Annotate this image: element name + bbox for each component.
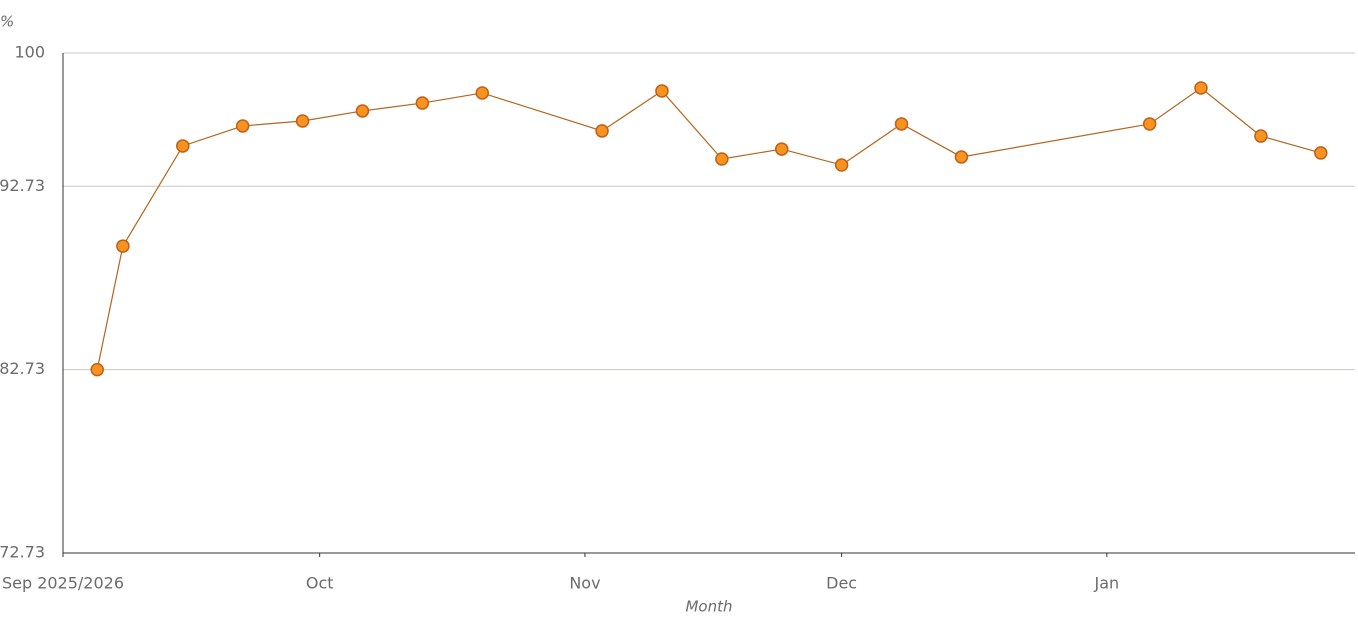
data-point bbox=[774, 142, 789, 156]
data-point bbox=[894, 117, 909, 131]
data-point bbox=[1314, 146, 1328, 160]
data-point bbox=[954, 150, 969, 164]
x-tick-label: Nov bbox=[569, 574, 600, 593]
y-tick-label: 82.73 bbox=[0, 359, 45, 378]
x-tick-label: Oct bbox=[306, 574, 334, 593]
x-tick-label: Dec bbox=[826, 574, 857, 593]
x-axis-label: Month bbox=[685, 598, 732, 616]
data-point bbox=[355, 104, 370, 118]
data-point bbox=[415, 96, 430, 110]
data-point bbox=[834, 158, 849, 172]
data-point bbox=[1194, 81, 1208, 95]
data-point bbox=[655, 84, 669, 98]
data-point bbox=[116, 239, 130, 253]
data-point bbox=[475, 86, 490, 100]
data-point bbox=[595, 124, 609, 138]
series-line bbox=[96, 87, 1321, 370]
y-tick-label: 100 bbox=[14, 43, 45, 62]
data-point bbox=[176, 139, 190, 153]
data-point bbox=[235, 119, 250, 133]
y-axis-label: % bbox=[0, 13, 14, 31]
data-point bbox=[1142, 117, 1157, 131]
data-point bbox=[1254, 129, 1268, 143]
data-point bbox=[715, 152, 729, 166]
y-tick-label: 92.73 bbox=[0, 176, 45, 195]
data-point bbox=[295, 114, 310, 128]
x-tick-label: Sep 2025/2026 bbox=[2, 574, 124, 593]
x-tick-label: Jan bbox=[1094, 574, 1120, 593]
y-tick-label: 72.73 bbox=[0, 543, 45, 562]
data-point bbox=[90, 362, 104, 377]
